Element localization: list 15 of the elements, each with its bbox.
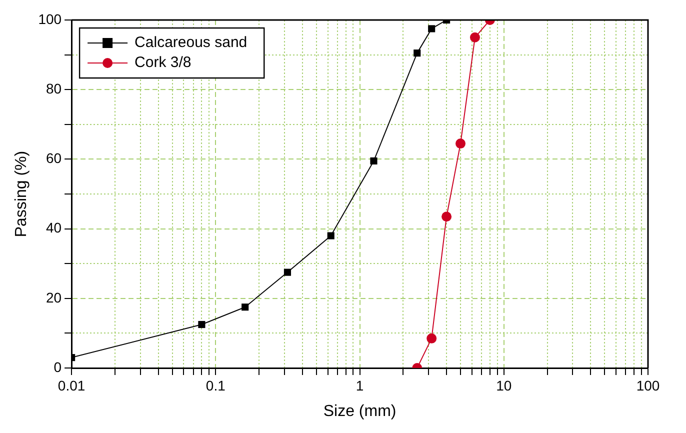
x-tick-label: 100: [636, 377, 660, 394]
y-tick-label: 20: [46, 289, 62, 306]
y-tick-label: 0: [54, 358, 62, 375]
y-tick-label: 60: [46, 150, 62, 166]
x-axis-title: Size (mm): [323, 402, 396, 420]
x-tick-label: 0.1: [206, 377, 226, 394]
y-tick-label: 100: [38, 10, 62, 27]
y-axis-title: Passing (%): [13, 150, 30, 238]
legend-label: Calcareous sand: [134, 34, 248, 52]
legend-label: Cork 3/8: [134, 54, 192, 72]
x-tick-label: 0.01: [58, 377, 86, 394]
y-tick-label: 40: [46, 220, 62, 236]
x-tick-label: 1: [356, 377, 364, 394]
y-tick-label: 80: [46, 80, 62, 96]
x-tick-label: 10: [496, 377, 512, 394]
